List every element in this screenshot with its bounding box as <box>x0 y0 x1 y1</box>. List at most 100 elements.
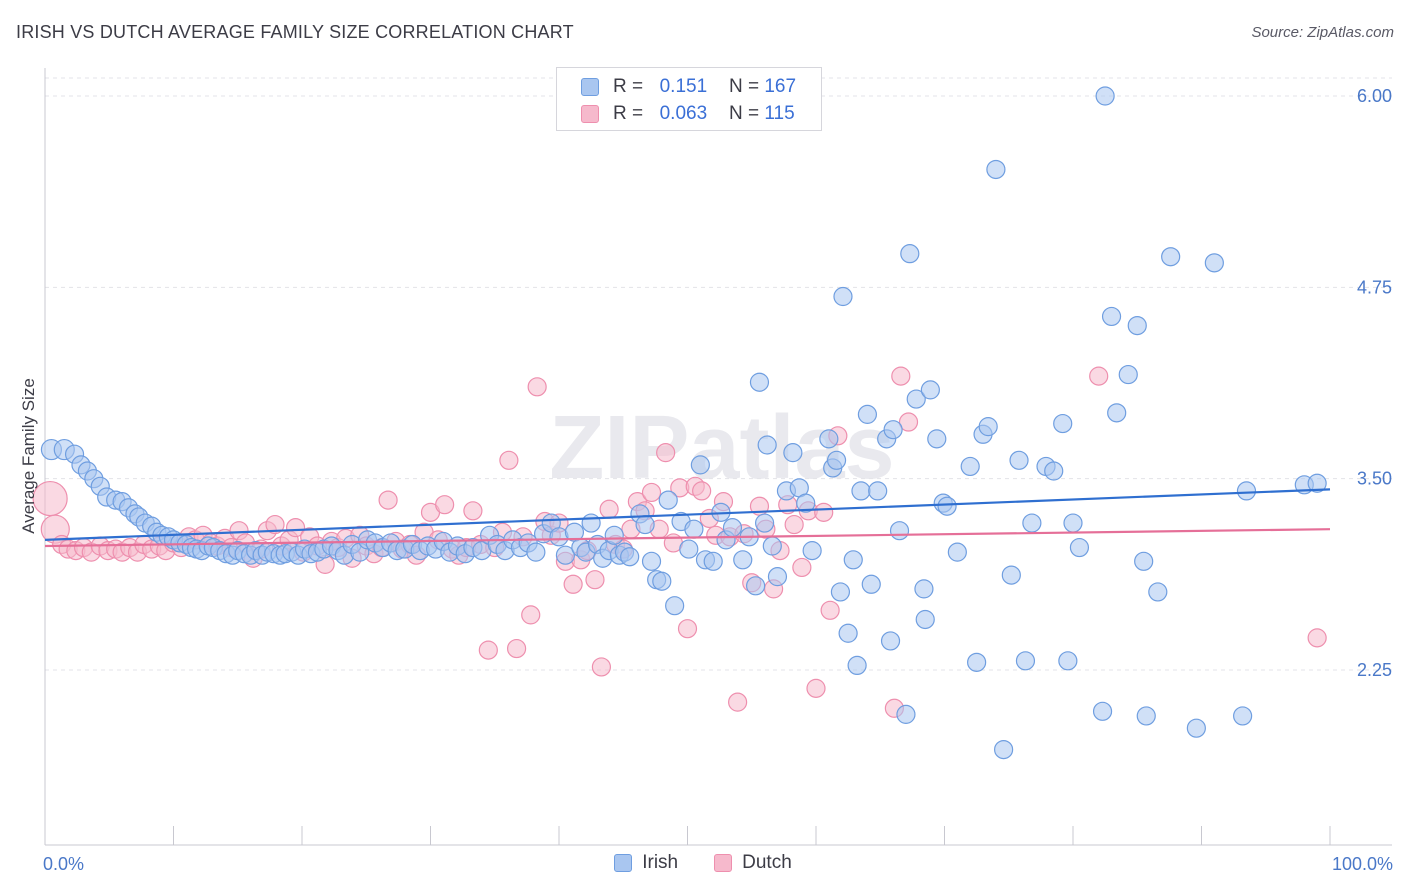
irish-point <box>920 380 940 400</box>
irish-point <box>652 571 672 591</box>
irish-point <box>896 704 916 724</box>
irish-point <box>826 450 847 470</box>
irish-point <box>986 159 1006 180</box>
irish-point <box>679 539 699 559</box>
y-tick-label: 4.75 <box>1357 277 1392 297</box>
irish-point <box>847 655 867 676</box>
irish-point <box>1127 316 1147 336</box>
irish-point <box>861 574 881 594</box>
irish-point <box>703 551 723 571</box>
bottom-irish-swatch <box>614 854 633 872</box>
irish-point <box>857 404 878 424</box>
bottom-dutch-swatch <box>714 854 733 872</box>
irish-point <box>900 244 920 264</box>
dutch-point <box>506 638 527 659</box>
x-tick-labels: 0.0% 100.0% <box>43 854 1393 874</box>
irish-point <box>749 372 770 392</box>
bottom-legend-dutch: Dutch <box>714 852 792 874</box>
dutch-n-value: 115 <box>764 103 795 124</box>
dutch-point <box>32 480 68 517</box>
irish-point <box>937 496 957 516</box>
irish-point <box>906 389 926 409</box>
dutch-r-label: R = <box>613 103 644 124</box>
irish-point <box>733 550 753 570</box>
irish-point <box>868 481 888 501</box>
irish-point <box>960 456 980 477</box>
irish-point <box>690 455 710 475</box>
irish-n-value: 167 <box>764 76 797 97</box>
irish-point <box>1009 450 1029 470</box>
irish-point <box>947 542 967 562</box>
dutch-point <box>1307 628 1327 648</box>
dutch-point <box>692 481 712 501</box>
irish-point <box>1001 565 1021 585</box>
irish-point <box>833 286 853 307</box>
irish-point <box>851 481 871 501</box>
irish-point <box>1022 513 1042 533</box>
dutch-r-value: 0.063 <box>659 103 708 124</box>
dutch-point <box>677 619 698 639</box>
legend-box: R = 0.151 N = 167 R = 0.063 N = 115 <box>556 67 822 131</box>
dutch-point <box>814 502 834 522</box>
irish-point <box>927 429 947 449</box>
irish-point <box>1161 247 1181 267</box>
dutch-point <box>478 640 498 660</box>
dutch-trend-line <box>44 528 1331 548</box>
irish-swatch <box>581 78 599 96</box>
dutch-point <box>499 450 519 470</box>
dutch-point <box>1089 366 1109 386</box>
dutch-point <box>599 499 619 519</box>
irish-point <box>1236 481 1257 501</box>
y-tick-label: 6.00 <box>1357 86 1392 106</box>
irish-point <box>802 541 822 561</box>
irish-point <box>684 519 704 539</box>
dutch-point <box>898 412 919 432</box>
dutch-n-label: N = <box>728 103 760 124</box>
dutch-point <box>641 482 662 503</box>
irish-point <box>1101 306 1122 327</box>
dutch-point <box>265 514 285 535</box>
irish-point <box>1186 718 1206 738</box>
irish-point <box>819 429 839 449</box>
irish-point <box>1307 473 1327 493</box>
irish-point <box>1134 551 1154 571</box>
irish-point <box>722 518 743 538</box>
irish-point <box>915 609 935 630</box>
y-tick-label: 3.50 <box>1357 469 1392 489</box>
irish-point <box>1053 413 1073 434</box>
irish-r-label: R = <box>613 76 644 97</box>
bottom-legend: Irish Dutch <box>0 852 1406 874</box>
dutch-point <box>463 501 483 521</box>
irish-point <box>526 542 546 562</box>
legend-row-dutch: R = 0.063 N = 115 <box>581 101 795 127</box>
irish-point <box>1148 582 1168 602</box>
irish-point <box>1233 706 1253 726</box>
irish-point <box>1044 461 1064 481</box>
dutch-point <box>527 377 547 397</box>
irish-point <box>838 623 858 643</box>
chart-title: IRISH VS DUTCH AVERAGE FAMILY SIZE CORRE… <box>16 22 574 42</box>
dutch-point <box>585 570 605 590</box>
irish-point <box>843 550 863 570</box>
dutch-point <box>521 605 541 625</box>
y-axis-label: Average Family Size <box>19 378 38 534</box>
dutch-swatch <box>581 105 599 123</box>
dutch-point <box>378 490 398 510</box>
y-tick-label: 2.25 <box>1357 660 1392 680</box>
irish-point <box>658 490 678 510</box>
irish-point <box>641 551 662 571</box>
irish-points <box>40 86 1327 760</box>
irish-point <box>1015 651 1036 671</box>
irish-point <box>757 435 777 455</box>
y-tick-labels: 2.25 3.50 4.75 6.00 <box>1357 86 1392 680</box>
irish-point <box>746 576 766 596</box>
irish-point <box>1118 364 1138 385</box>
dutch-point <box>728 692 748 712</box>
irish-point <box>1107 403 1127 423</box>
irish-point <box>1058 651 1078 671</box>
irish-point <box>978 417 998 437</box>
irish-point <box>1136 706 1156 726</box>
dutch-point <box>891 366 911 386</box>
irish-point <box>1092 701 1113 721</box>
